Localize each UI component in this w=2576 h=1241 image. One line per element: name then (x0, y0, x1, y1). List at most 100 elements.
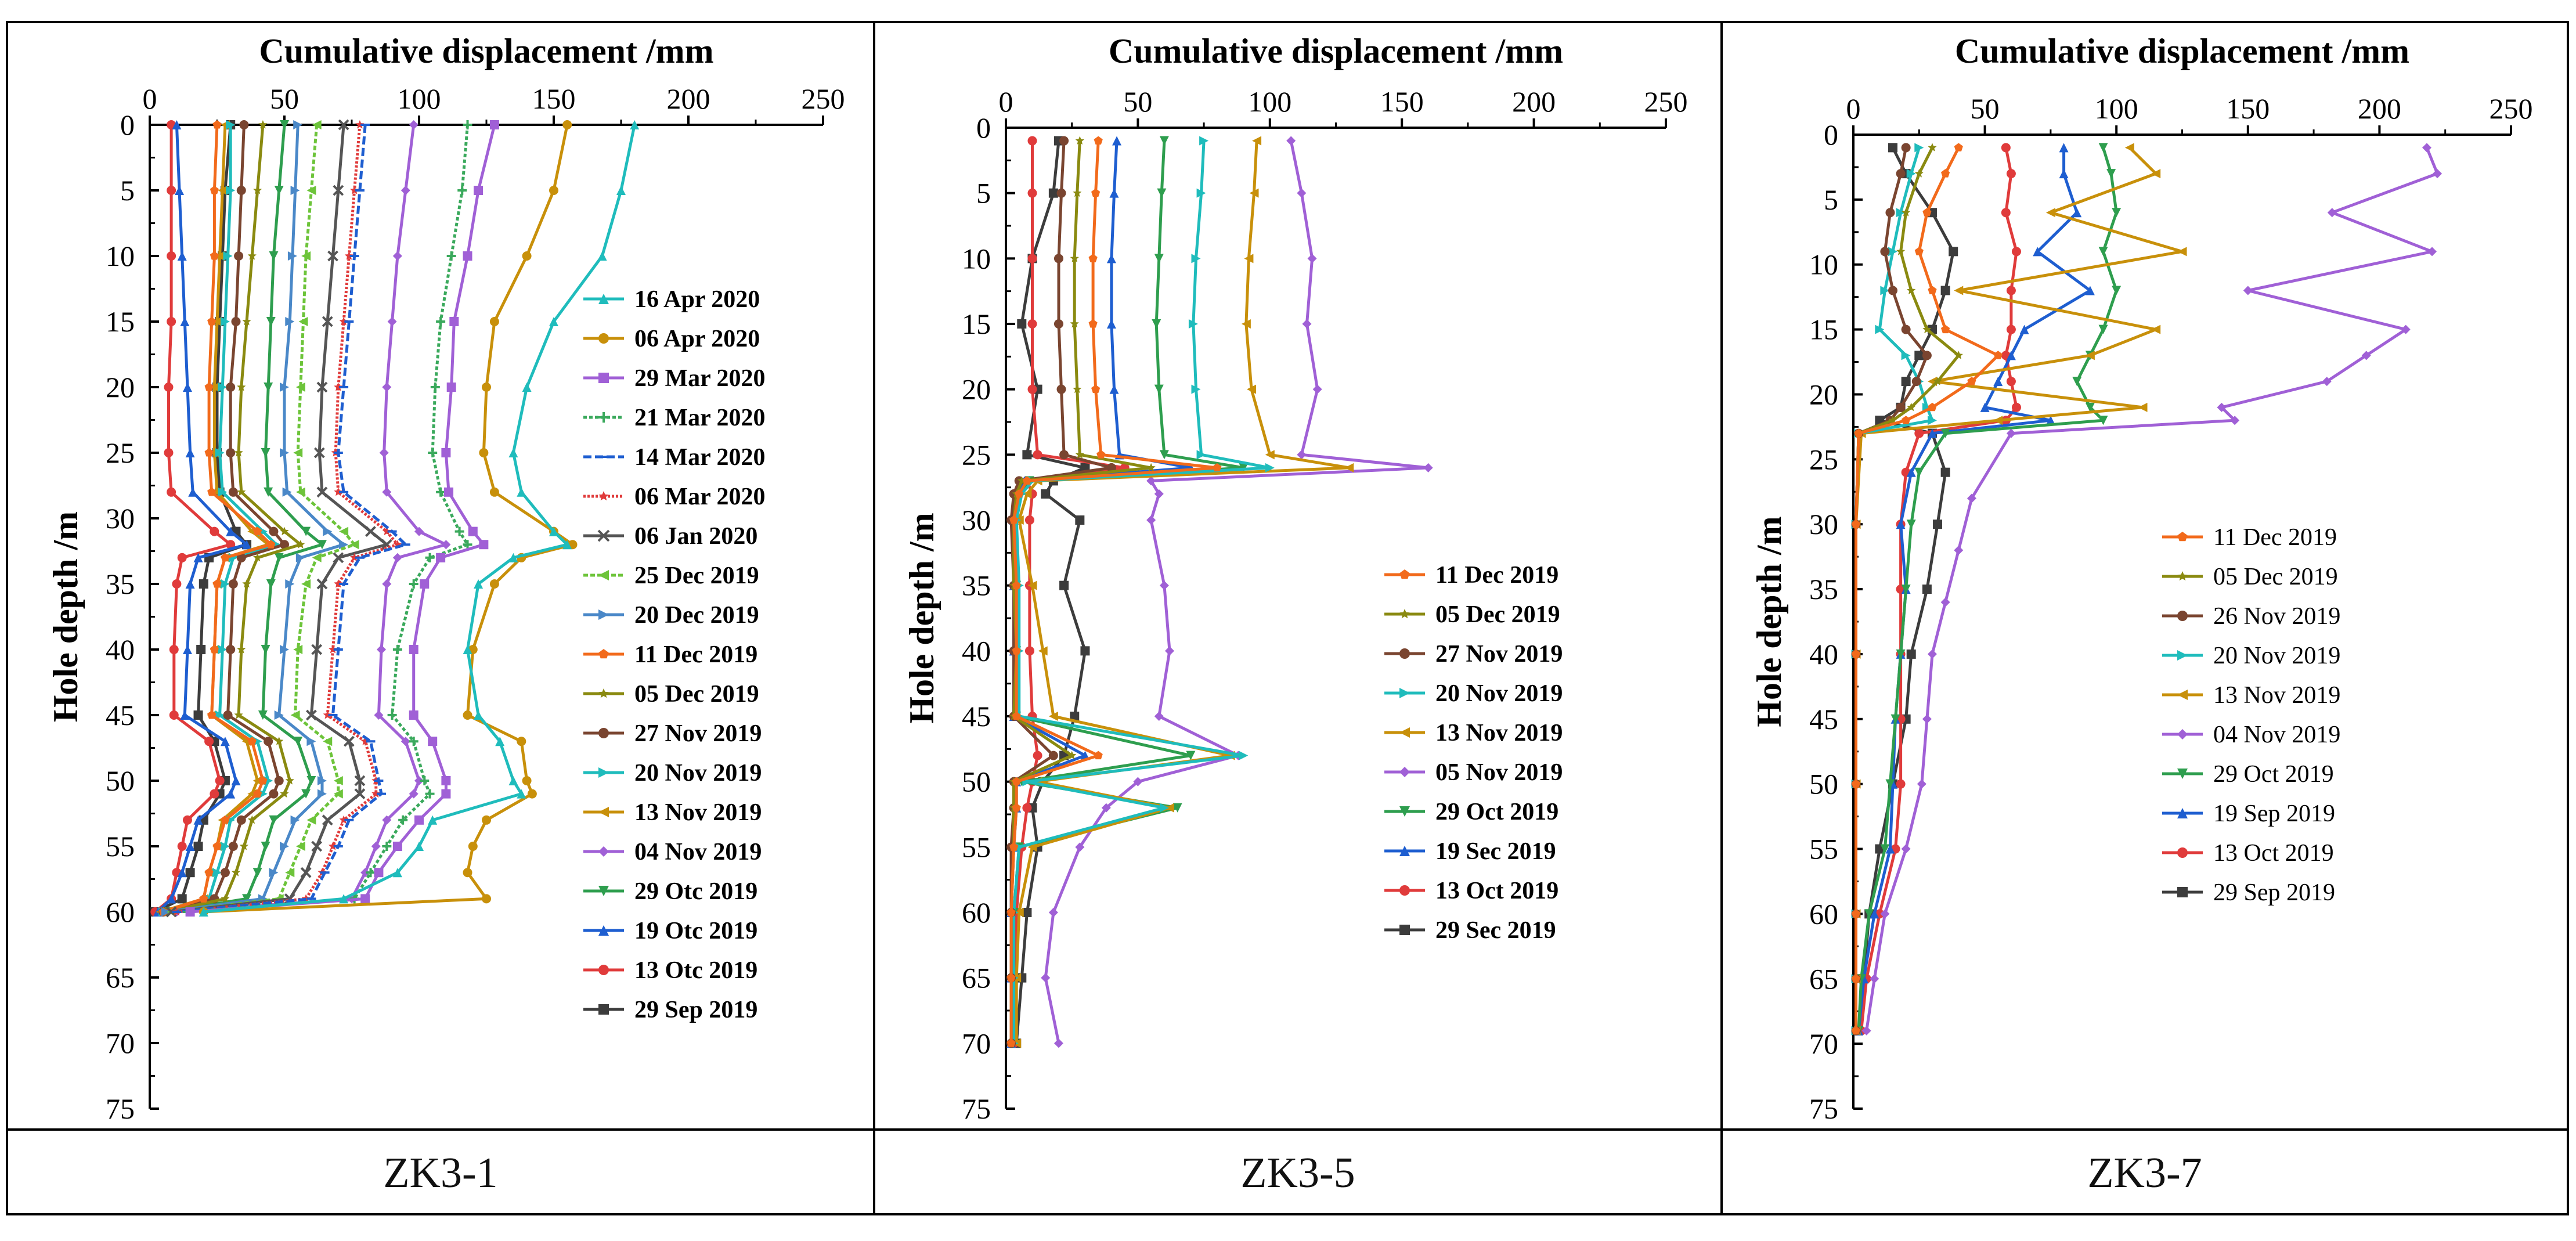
data-point (1022, 803, 1032, 813)
data-point (1901, 324, 1911, 334)
data-point (2422, 143, 2431, 153)
data-point (1154, 254, 1164, 264)
data-point (436, 487, 446, 497)
y-tick-label: 60 (1809, 897, 1838, 930)
data-point (298, 317, 308, 326)
data-point (312, 553, 322, 562)
data-point (290, 710, 300, 720)
legend-marker (1399, 846, 1410, 856)
data-point (1094, 751, 1103, 760)
series-line (1044, 140, 1430, 1044)
legend-marker (598, 294, 609, 304)
data-point (446, 251, 456, 261)
data-point (231, 317, 241, 326)
legend-label: 13 Oct 2019 (1435, 878, 1558, 904)
data-point (264, 487, 273, 497)
data-point (1022, 908, 1032, 917)
data-point (1027, 384, 1037, 394)
data-point (1993, 377, 2003, 387)
data-point (489, 487, 499, 497)
y-tick-label: 70 (106, 1027, 135, 1059)
legend-marker (2177, 571, 2188, 581)
data-point (1888, 247, 1897, 257)
data-point (167, 487, 176, 497)
y-tick-label: 25 (1809, 443, 1838, 475)
legend-item: 11 Dec 2019 (583, 641, 757, 668)
data-point (1101, 803, 1111, 813)
data-point (1928, 402, 1937, 412)
legend-marker (598, 1004, 609, 1015)
legend-marker (1399, 688, 1410, 698)
y-tick-label: 75 (1809, 1092, 1838, 1125)
data-point (258, 710, 268, 720)
data-point (371, 789, 381, 798)
legend-label: 29 Sep 2019 (634, 997, 757, 1023)
y-tick-label: 50 (106, 764, 135, 797)
data-point (234, 251, 244, 261)
data-point (253, 553, 262, 562)
data-point (1875, 324, 1885, 334)
legend-item: 20 Nov 2019 (2162, 643, 2340, 669)
data-point (1024, 515, 1034, 525)
legend-marker (1399, 727, 1410, 738)
x-tick-label: 200 (2358, 92, 2401, 125)
data-point (495, 737, 505, 746)
data-point (207, 710, 217, 719)
data-point (1164, 803, 1174, 813)
data-point (2098, 143, 2108, 153)
data-point (1196, 188, 1206, 198)
data-point (1940, 428, 1950, 438)
data-point (1091, 188, 1101, 197)
series-line (1012, 140, 1272, 1044)
data-point (280, 842, 289, 851)
legend-item: 04 Nov 2019 (583, 839, 762, 865)
data-point (253, 526, 262, 536)
legend-label: 19 Sec 2019 (1435, 838, 1556, 865)
legend-marker (2177, 769, 2188, 779)
y-tick-label: 30 (962, 504, 991, 536)
data-point (339, 540, 349, 550)
legend-marker (1399, 767, 1410, 777)
data-point (2217, 402, 2227, 412)
data-point (1907, 286, 1916, 294)
data-point (1851, 909, 1861, 918)
data-point (295, 487, 305, 497)
data-point (323, 710, 332, 719)
data-point (2011, 402, 2021, 412)
data-point (1159, 803, 1169, 813)
y-tick-label: 30 (1809, 508, 1838, 540)
data-point (377, 645, 387, 654)
data-point (2322, 377, 2332, 387)
legend-marker (598, 965, 609, 975)
data-point (409, 645, 418, 654)
y-tick-label: 35 (106, 568, 135, 600)
data-point (182, 645, 192, 654)
data-point (2006, 169, 2016, 179)
data-point (549, 317, 558, 326)
data-point (1048, 908, 1058, 917)
data-point (1297, 450, 1307, 460)
data-point (228, 487, 238, 497)
data-point (322, 814, 333, 826)
y-tick-label: 0 (976, 111, 991, 144)
data-point (1075, 842, 1085, 852)
data-point (1048, 712, 1058, 721)
data-point (199, 894, 208, 903)
legend-item: 27 Nov 2019 (583, 720, 762, 747)
data-point (188, 487, 198, 497)
legend-label: 11 Dec 2019 (1435, 562, 1558, 589)
data-point (1906, 520, 1916, 529)
data-point (1265, 463, 1275, 472)
data-point (185, 842, 195, 851)
data-point (290, 815, 300, 825)
data-point (266, 540, 276, 549)
data-point (322, 316, 333, 327)
data-point (1922, 351, 1932, 360)
legend-label: 19 Otc 2019 (634, 918, 757, 944)
data-point (457, 186, 467, 195)
data-point (382, 526, 391, 536)
data-point (1070, 254, 1079, 262)
data-point (1888, 143, 1897, 153)
data-point (482, 815, 491, 825)
data-point (215, 448, 225, 457)
